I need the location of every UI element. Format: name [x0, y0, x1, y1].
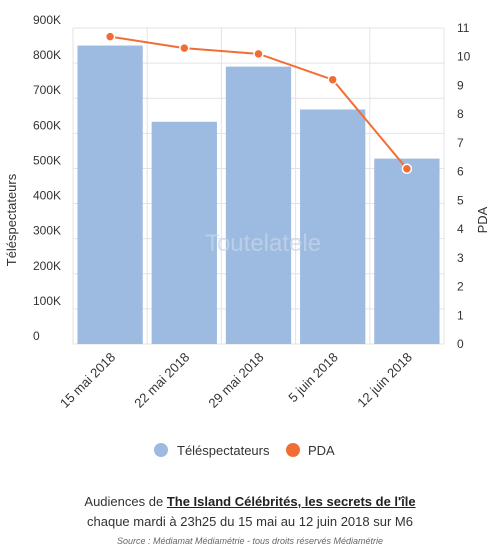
y2-tick-label: 8: [457, 107, 464, 121]
y-tick-label: 100K: [33, 294, 61, 308]
watermark-logo: Toutelatele: [205, 230, 321, 257]
y2-axis-label: PDA: [475, 206, 490, 233]
line-series: [104, 31, 413, 175]
pda-point[interactable]: [327, 74, 338, 85]
y-axis-ticks: 0 100K 200K 300K 400K 500K 600K 700K 800K 900K: [33, 13, 61, 343]
legend-label-telespectateurs: Téléspectateurs: [177, 443, 270, 458]
caption-line-2: chaque mardi à 23h25 du 15 mai au 12 jui…: [87, 514, 413, 529]
bar-series: [77, 45, 440, 345]
pda-point[interactable]: [104, 31, 116, 42]
legend-label-pda: PDA: [308, 443, 335, 458]
y-tick-label: 400K: [33, 189, 61, 203]
y2-tick-label: 1: [457, 308, 464, 322]
y-tick-label: 0: [33, 329, 40, 343]
y-tick-label: 700K: [33, 83, 61, 97]
y-tick-label: 300K: [33, 224, 61, 238]
y2-tick-label: 5: [457, 193, 464, 207]
show-title-link[interactable]: The Island Célébrités, les secrets de l'…: [166, 494, 416, 509]
bar[interactable]: [374, 158, 440, 344]
legend: Téléspectateurs PDA: [154, 443, 335, 458]
bar[interactable]: [151, 121, 217, 344]
pda-point[interactable]: [401, 163, 413, 175]
x-tick-label: 22 mai 2018: [131, 350, 192, 411]
x-tick-label: 15 mai 2018: [57, 350, 118, 411]
x-tick-label: 5 juin 2018: [285, 350, 341, 406]
y2-tick-label: 10: [457, 50, 471, 64]
y-tick-label: 900K: [33, 13, 61, 27]
x-tick-label: 12 juin 2018: [354, 350, 415, 411]
x-axis-ticks: 15 mai 2018 22 mai 2018 29 mai 2018 5 juin …: [57, 350, 415, 411]
y2-tick-label: 3: [457, 251, 464, 265]
y-tick-label: 200K: [33, 259, 61, 273]
bar[interactable]: [225, 66, 292, 344]
y2-tick-label: 6: [457, 165, 464, 179]
caption-source: Source : Médiamat Médiamétrie - tous dro…: [116, 536, 384, 546]
x-tick-label: 29 mai 2018: [205, 350, 266, 411]
legend-marker-pda: [286, 443, 300, 457]
pda-point[interactable]: [179, 42, 190, 54]
y2-tick-label: 4: [457, 222, 464, 236]
y-tick-label: 800K: [33, 48, 61, 62]
y2-tick-label: 0: [457, 337, 464, 351]
y-tick-label: 600K: [33, 118, 61, 132]
bar[interactable]: [300, 109, 366, 344]
y-tick-label: 500K: [33, 153, 61, 167]
chart: 0 100K 200K 300K 400K 500K 600K 700K 800K 900K 0 1…: [4, 13, 490, 458]
pda-point[interactable]: [253, 48, 264, 60]
y2-tick-label: 9: [457, 78, 464, 92]
legend-marker-telespectateurs: [154, 443, 168, 457]
y2-tick-label: 7: [457, 136, 464, 150]
bar[interactable]: [77, 45, 143, 345]
caption-line-1: Audiences de The Island Célébrités, les …: [0, 494, 500, 509]
caption-prefix: Audiences de: [84, 494, 167, 509]
y2-tick-label: 11: [457, 21, 470, 35]
y2-tick-label: 2: [457, 280, 464, 294]
y-axis-label: Téléspectateurs: [4, 173, 19, 266]
y2-axis-ticks: 0 1 2 3 4 5 6 7 8 9 10 11: [457, 21, 471, 351]
